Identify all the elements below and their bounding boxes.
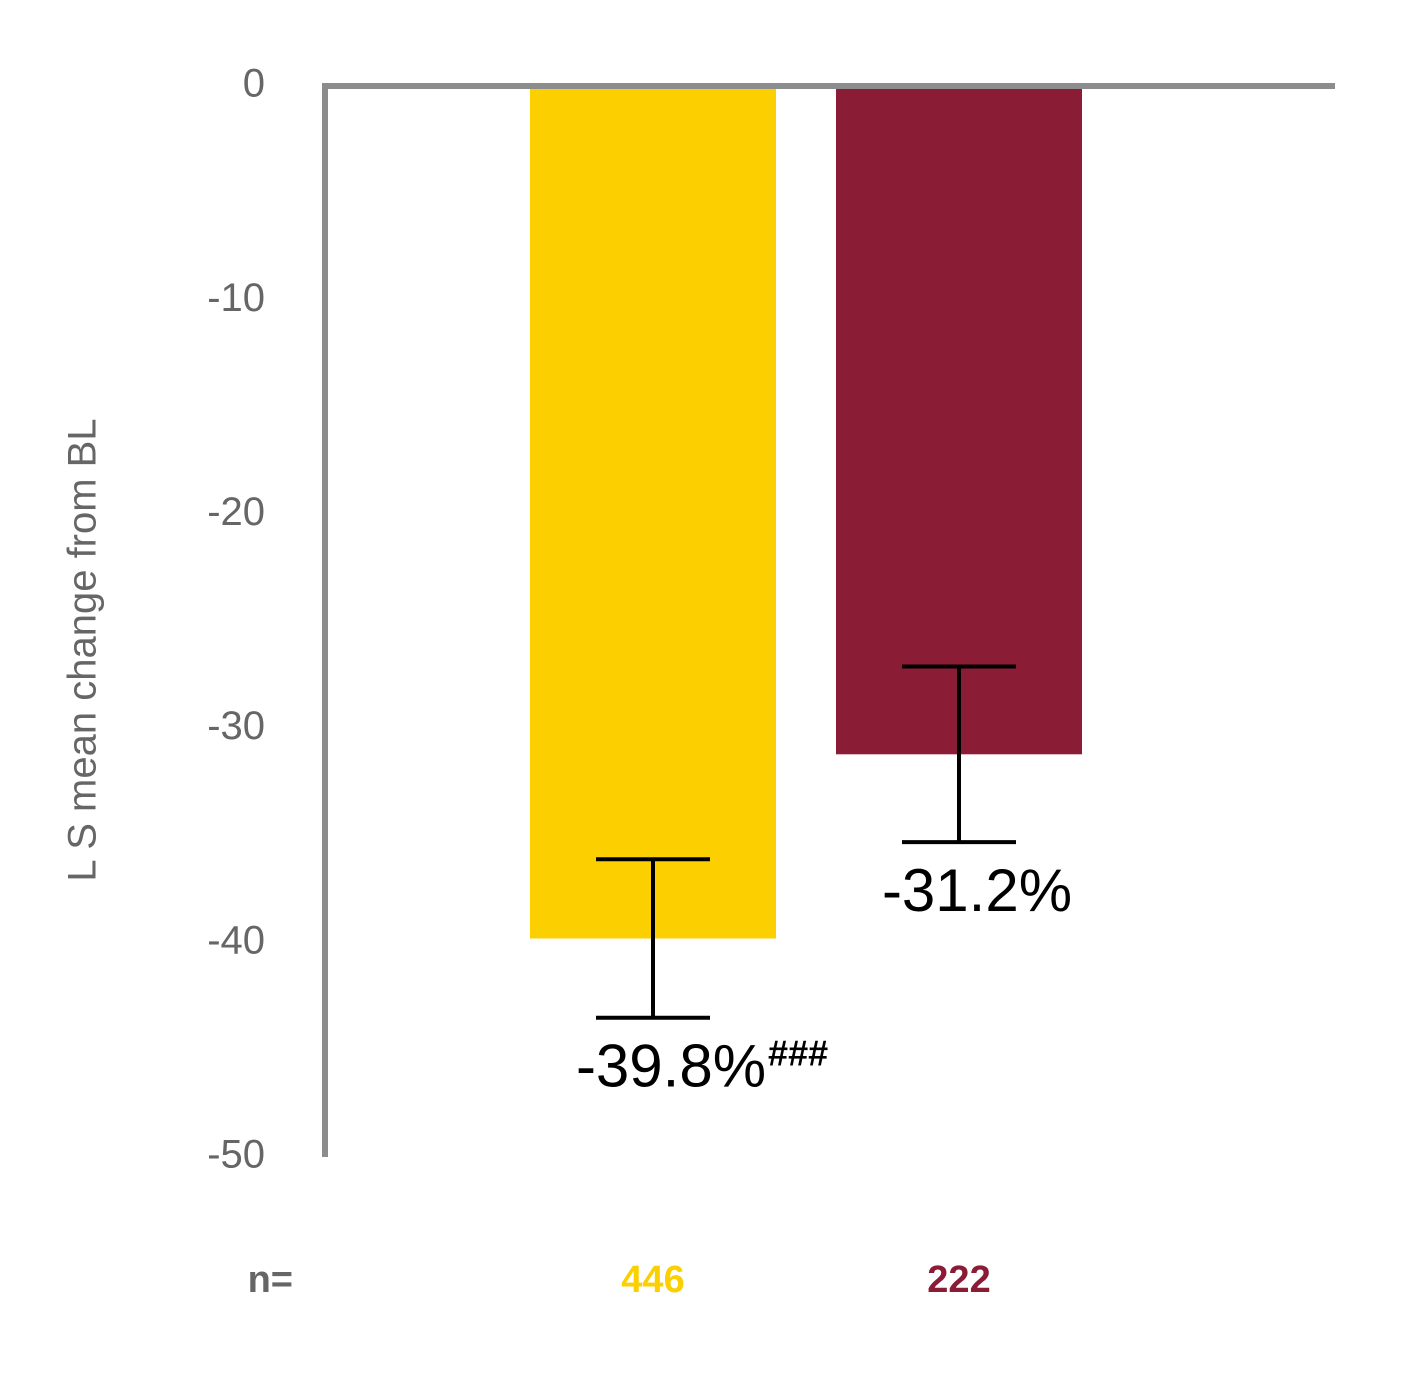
- y-tick-label: -30: [207, 704, 265, 748]
- bar: [530, 86, 776, 939]
- value-label: -31.2%: [882, 857, 1072, 924]
- bar: [836, 86, 1082, 755]
- y-axis-label: L S mean change from BL: [61, 418, 105, 881]
- value-label-superscript: ###: [768, 1032, 828, 1073]
- y-tick-label: -20: [207, 490, 265, 534]
- y-tick-label: 0: [243, 62, 265, 106]
- y-tick-label: -40: [207, 918, 265, 962]
- n-label: n=: [248, 1259, 293, 1301]
- n-value: 222: [927, 1259, 990, 1301]
- n-value: 446: [621, 1259, 684, 1301]
- y-tick-label: -50: [207, 1133, 265, 1177]
- y-tick-label: -10: [207, 276, 265, 320]
- value-label: -39.8%: [576, 1033, 766, 1100]
